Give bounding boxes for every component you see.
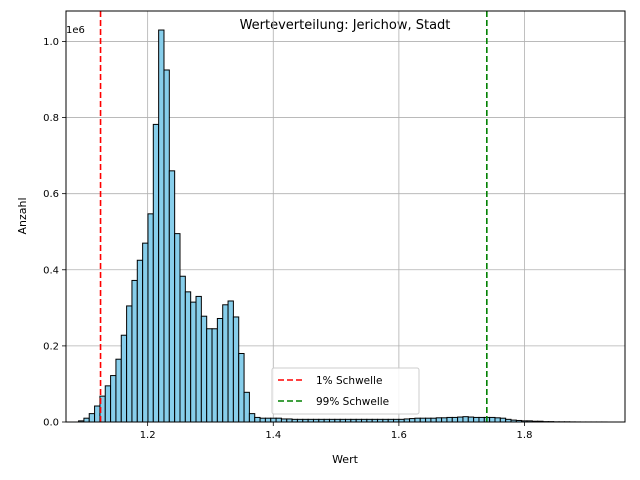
histogram-bar (195, 295, 202, 423)
legend: 1% Schwelle 99% Schwelle (271, 367, 420, 415)
histogram-bar (441, 417, 448, 423)
histogram-bar (174, 233, 181, 423)
histogram-bar (478, 416, 485, 423)
y-ticks-layer: 0.0 0.2 0.4 0.6 0.8 1.0 (43, 37, 66, 429)
histogram-bar (104, 385, 112, 423)
histogram-bar (152, 123, 160, 423)
legend-label-2: 99% Schwelle (316, 396, 389, 408)
histogram-bar (264, 417, 272, 423)
y-tick-label: 0.2 (43, 341, 59, 352)
y-tick-label: 0.8 (43, 113, 59, 124)
histogram-bar (190, 301, 197, 423)
histogram-bar (88, 413, 96, 423)
y-axis-label: Anzahl (16, 197, 29, 234)
histogram-bar (259, 417, 266, 423)
histogram-bar (238, 353, 245, 423)
legend-label-1: 1% Schwelle (316, 375, 382, 387)
histogram-bar (179, 275, 186, 423)
histogram-bar (206, 328, 213, 423)
histogram-bar (275, 417, 282, 423)
histogram-bar (83, 417, 90, 423)
histogram-bar (473, 416, 480, 423)
histogram-bar (270, 417, 277, 423)
histogram-bar (243, 391, 250, 423)
plot-frame (65, 10, 626, 423)
histogram-bar (163, 69, 170, 423)
y-offset-label: 1e6 (66, 25, 85, 36)
legend-box (271, 367, 420, 415)
chart-title: Werteverteilung: Jerichow, Stadt (240, 18, 451, 33)
x-tick-label: 1.6 (391, 430, 407, 441)
histogram-bar (126, 305, 133, 423)
histogram-bar (248, 413, 256, 423)
y-tick-label: 1.0 (43, 37, 59, 48)
histogram-bar (158, 29, 165, 423)
histogram-bar (254, 416, 261, 423)
histogram-bar (222, 304, 229, 423)
histogram-bar (489, 416, 496, 423)
histogram-bar (462, 416, 469, 423)
histogram-bar (435, 417, 443, 423)
histogram-bar (419, 417, 427, 423)
x-axis-label: Wert (332, 453, 359, 466)
histogram-bar (120, 334, 128, 423)
histogram-bar (451, 416, 459, 423)
histogram-bar (499, 417, 507, 423)
histogram-bar (142, 242, 149, 423)
histogram-bar (184, 291, 192, 423)
histogram-bar (457, 416, 464, 423)
histogram-bar (446, 416, 453, 423)
histogram-bar (409, 418, 416, 423)
histogram-bar (147, 213, 154, 423)
x-tick-label: 1.8 (517, 430, 533, 441)
histogram-bar (414, 417, 421, 423)
histogram-bar (131, 279, 138, 423)
histogram-bar (136, 259, 144, 423)
x-tick-label: 1.4 (265, 430, 281, 441)
histogram-bar (494, 417, 501, 423)
histogram-bar (216, 317, 224, 423)
histogram-bar (110, 375, 117, 423)
histogram-bar (227, 300, 234, 423)
y-tick-label: 0.4 (43, 265, 59, 276)
histogram-bar (115, 358, 122, 423)
histogram-bar (211, 328, 218, 423)
histogram-bar (168, 170, 176, 423)
x-ticks-layer: 1.2 1.4 1.6 1.8 (140, 422, 533, 441)
threshold-layer (99, 11, 488, 422)
y-tick-label: 0.0 (43, 418, 59, 429)
histogram-bar (94, 405, 101, 423)
y-tick-label: 0.6 (43, 189, 59, 200)
histogram-bar (430, 417, 437, 423)
x-tick-label: 1.2 (140, 430, 156, 441)
histogram-bar (232, 316, 240, 423)
histogram-bar (200, 315, 208, 423)
histogram-bar (467, 416, 475, 423)
histogram-bar (425, 417, 432, 423)
